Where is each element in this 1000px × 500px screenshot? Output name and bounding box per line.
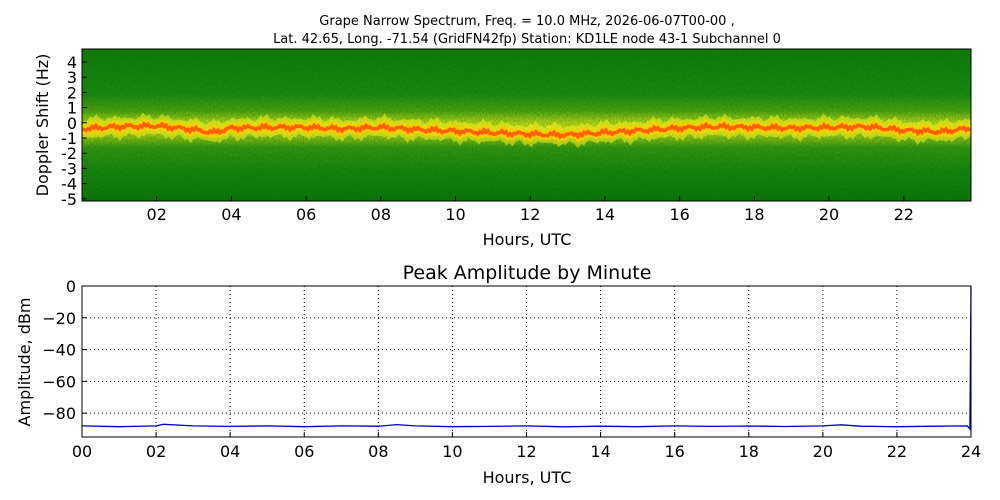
amplitude-y-tick-label: 0 — [66, 277, 76, 296]
amplitude-panel: Peak Amplitude by Minute 00 02 04 06 08 10 12 1… — [15, 262, 981, 487]
amplitude-grid — [82, 286, 971, 437]
amplitude-y-tick-label: −40 — [42, 341, 76, 360]
amplitude-x-tick-label: 20 — [813, 442, 833, 461]
spectrogram-x-tick-label: 02 — [147, 205, 167, 224]
amplitude-y-tick-label: −20 — [42, 309, 76, 328]
amplitude-series-line — [81, 286, 972, 431]
spectrogram-x-tick-label: 06 — [296, 205, 316, 224]
spectrogram-frame — [81, 48, 972, 202]
spectrogram-x-tick-label: 18 — [744, 205, 764, 224]
amplitude-x-tick-label: 16 — [664, 442, 684, 461]
spectrogram-x-tick-label: 12 — [520, 205, 540, 224]
amplitude-plot-background — [82, 286, 971, 437]
spectrogram-y-tick-label: -3 — [61, 159, 77, 178]
spectrogram-x-tick-label: 04 — [221, 205, 241, 224]
amplitude-x-tick-label: 02 — [146, 442, 166, 461]
spectrogram-y-tick-label: 0 — [67, 114, 77, 133]
amplitude-x-tick-label: 10 — [442, 442, 462, 461]
doppler-trace-line — [82, 121, 971, 140]
spectrogram-y-tick-label: -1 — [61, 129, 77, 148]
amplitude-x-tick-label: 08 — [368, 442, 388, 461]
amplitude-y-tick-label: −80 — [42, 404, 76, 423]
amplitude-x-axis-label: Hours, UTC — [483, 468, 572, 487]
amplitude-x-tick-label: 14 — [590, 442, 610, 461]
amplitude-x-tick-label: 00 — [72, 442, 92, 461]
amplitude-x-tick-label: 06 — [294, 442, 314, 461]
spectrogram-x-tick-label: 08 — [371, 205, 391, 224]
amplitude-x-tick-label: 12 — [516, 442, 536, 461]
amplitude-x-ticks: 00 02 04 06 08 10 12 14 16 18 20 22 24 — [72, 432, 981, 461]
spectrogram-x-tick-label: 22 — [894, 205, 914, 224]
amplitude-y-tick-label: −60 — [42, 372, 76, 391]
spectrogram-y-tick-label: 2 — [67, 83, 77, 102]
spectrogram-y-tick-label: 3 — [67, 68, 77, 87]
spectrogram-x-tick-label: 14 — [595, 205, 615, 224]
amplitude-series-layer — [81, 286, 972, 431]
spectrogram-y-tick-label: -5 — [61, 190, 77, 209]
amplitude-y-ticks: 0 −20 −40 −60 −80 — [42, 277, 87, 423]
spectrogram-x-tick-label: 20 — [819, 205, 839, 224]
amplitude-chart-title: Peak Amplitude by Minute — [403, 262, 652, 284]
figure-title-line-1: Grape Narrow Spectrum, Freq. = 10.0 MHz,… — [319, 14, 734, 29]
spectrogram-x-ticks: 02 04 06 08 10 12 14 16 18 20 22 — [147, 196, 914, 224]
amplitude-x-tick-label: 24 — [961, 442, 981, 461]
figure-title-line-2: Lat. 42.65, Long. -71.54 (GridFN42fp) St… — [273, 32, 781, 47]
doppler-trace-layer — [82, 112, 971, 149]
spectrogram-y-tick-label: 1 — [67, 99, 77, 118]
spectrogram-y-tick-label: -4 — [61, 175, 77, 194]
spectrogram-x-tick-label: 16 — [669, 205, 689, 224]
spectrogram-x-axis-label: Hours, UTC — [483, 230, 572, 249]
spectrogram-y-axis-label: Doppler Shift (Hz) — [33, 54, 52, 197]
spectrogram-y-tick-label: -2 — [61, 144, 77, 163]
spectrogram-y-tick-label: 4 — [67, 53, 77, 72]
amplitude-x-tick-label: 04 — [220, 442, 240, 461]
amplitude-x-tick-label: 22 — [887, 442, 907, 461]
amplitude-y-axis-label: Amplitude, dBm — [15, 298, 34, 427]
spectrogram-x-tick-label: 10 — [445, 205, 465, 224]
amplitude-x-tick-label: 18 — [739, 442, 759, 461]
